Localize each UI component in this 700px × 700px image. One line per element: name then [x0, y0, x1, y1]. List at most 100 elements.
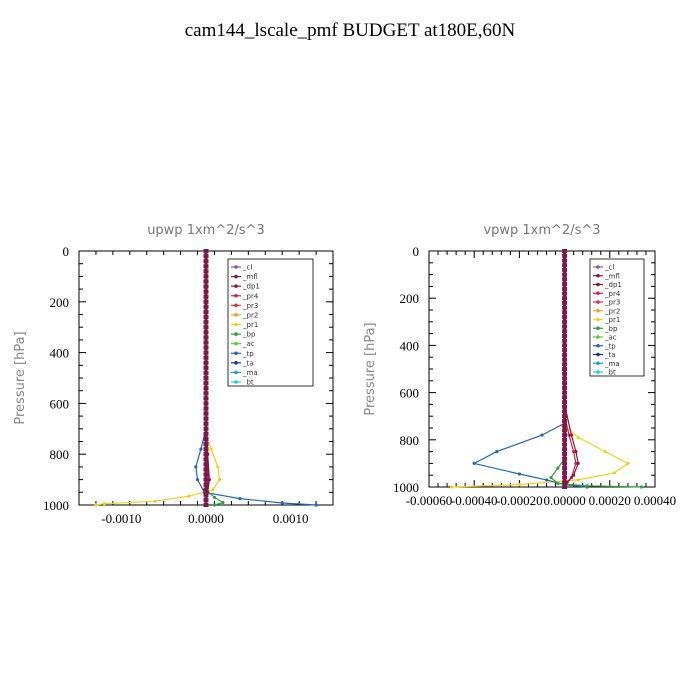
- series-point-mfl: [203, 309, 209, 314]
- x-tick-label: 0.00000: [543, 493, 585, 508]
- series-point-mfl: [203, 497, 209, 502]
- chart-title: cam144_lscale_pmf BUDGET at180E,60N: [184, 20, 516, 41]
- series-point-mfl: [562, 376, 568, 381]
- legend-label: _pr4: [604, 290, 621, 298]
- series-point-mfl: [203, 421, 209, 426]
- legend-marker: [596, 273, 600, 278]
- legend-label: _ac: [242, 340, 255, 348]
- series-line-pr1: [95, 251, 221, 506]
- series-point-mfl: [562, 291, 568, 296]
- series-point-mfl: [203, 294, 209, 299]
- series-point-mfl: [562, 385, 568, 390]
- legend-marker: [234, 322, 238, 327]
- series-point-mfl: [203, 477, 209, 482]
- series-point-pr1: [187, 494, 191, 498]
- legend-marker: [234, 284, 238, 288]
- series-point-mfl: [562, 338, 568, 343]
- series-point-bp: [585, 484, 589, 488]
- legend-marker: [596, 343, 600, 348]
- series-point-mfl: [562, 414, 568, 419]
- legend-label: _bt: [604, 369, 616, 377]
- series-point-mfl: [203, 320, 209, 325]
- series-point-mfl: [562, 272, 568, 277]
- series-point-mfl: [203, 487, 209, 492]
- series-point-mfl: [562, 371, 568, 376]
- series-point-mfl: [203, 325, 209, 330]
- series-point-mfl: [562, 470, 568, 475]
- series-point-mfl: [203, 467, 209, 472]
- legend-marker: [234, 341, 238, 346]
- series-point-tp: [472, 461, 476, 465]
- legend-marker: [596, 282, 600, 287]
- series-point-mfl: [203, 492, 209, 497]
- series-point-mfl: [562, 333, 568, 338]
- legend-label: _pr1: [242, 321, 258, 329]
- series-point-pr4: [574, 461, 578, 465]
- series-point-mfl: [203, 391, 209, 396]
- series-point-mfl: [562, 296, 568, 301]
- series-point-mfl: [562, 437, 568, 442]
- legend-label: _cl: [242, 264, 252, 272]
- series-point-mfl: [562, 480, 568, 485]
- series-point-mfl: [562, 263, 568, 268]
- series-point-mfl: [203, 279, 209, 284]
- series-point-mfl: [562, 249, 568, 253]
- legend-box: [589, 258, 645, 377]
- legend-marker: [234, 274, 238, 279]
- series-point-bp: [549, 475, 553, 480]
- series-point-mfl: [203, 482, 209, 487]
- series-point-mfl: [203, 304, 209, 309]
- series-point-tp: [280, 501, 284, 505]
- series-point-mfl: [203, 452, 209, 457]
- series-point-mfl: [562, 352, 568, 357]
- series-point-dp1: [574, 450, 578, 454]
- legend-marker: [234, 313, 238, 317]
- series-point-mfl: [203, 370, 209, 375]
- series-line-tp: [472, 251, 588, 488]
- series-point-bp: [556, 481, 560, 486]
- series-point-mfl: [562, 329, 568, 334]
- series-point-mfl: [562, 362, 568, 367]
- legend-label: _pr1: [604, 316, 620, 324]
- legend-label: _pr3: [604, 299, 620, 307]
- legend-label: _ta: [604, 351, 616, 359]
- series-point-tp: [238, 497, 242, 501]
- series-point-bp: [212, 495, 217, 499]
- legend-label: _ta: [242, 359, 254, 367]
- y-tick-label: 400: [400, 338, 420, 353]
- series-point-mfl: [562, 286, 568, 291]
- series-point-mfl: [562, 277, 568, 282]
- legend-label: _ma: [604, 360, 620, 368]
- legend-marker: [596, 300, 600, 304]
- series-point-mfl: [203, 360, 209, 365]
- legend-label: _ma: [242, 369, 258, 377]
- y-axis-label: Pressure [hPa]: [363, 322, 378, 415]
- series-point-mfl: [203, 401, 209, 406]
- series-point-mfl: [203, 249, 209, 253]
- series-point-tp: [195, 478, 200, 482]
- series-point-mfl: [562, 357, 568, 362]
- legend-marker: [596, 308, 600, 313]
- series-point-mfl: [203, 503, 209, 507]
- series-point-mfl: [562, 343, 568, 348]
- series-point-mfl: [562, 282, 568, 287]
- legend-marker: [234, 361, 238, 365]
- y-tick-label: 800: [50, 447, 70, 462]
- legend-label: _tp: [604, 342, 616, 350]
- legend-label: _bp: [242, 331, 256, 339]
- series-point-pr4: [572, 450, 576, 454]
- series-point-mfl: [562, 466, 568, 471]
- panel-title: upwp 1xm^2/s^3: [147, 223, 265, 238]
- series-point-mfl: [562, 475, 568, 480]
- legend-label: _pr2: [604, 307, 620, 315]
- series-point-mfl: [203, 330, 209, 335]
- legend-label: _bp: [604, 325, 618, 333]
- legend-marker: [234, 265, 238, 269]
- series-point-mfl: [562, 319, 568, 324]
- series-point-mfl: [203, 264, 209, 269]
- legend-marker: [596, 361, 600, 366]
- series-point-mfl: [203, 259, 209, 264]
- series-point-mfl: [562, 433, 568, 438]
- series-point-mfl: [562, 258, 568, 263]
